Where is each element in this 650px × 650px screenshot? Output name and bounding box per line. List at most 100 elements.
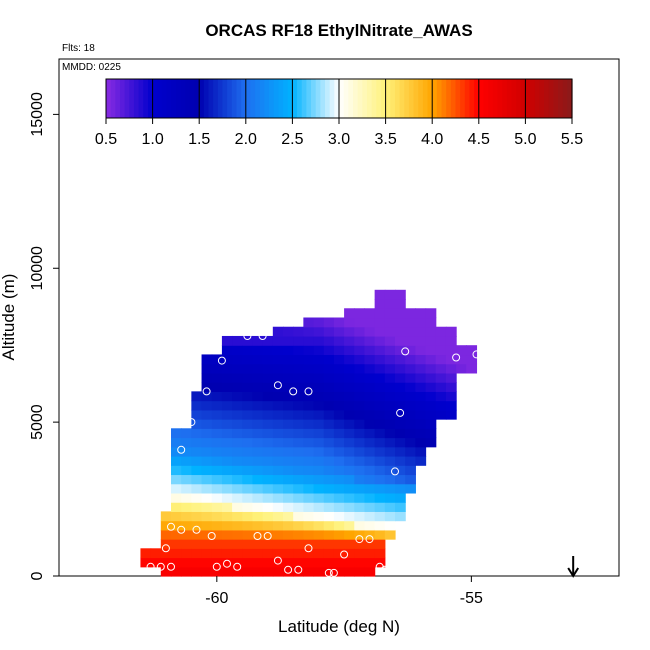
heatmap-cell xyxy=(313,335,325,346)
heatmap-cell xyxy=(211,548,223,559)
heatmap-cell xyxy=(415,400,427,411)
heatmap-cell xyxy=(242,483,254,494)
heatmap-cell xyxy=(191,409,203,420)
heatmap-cell xyxy=(242,372,254,383)
heatmap-cell xyxy=(415,409,427,420)
heatmap-cell xyxy=(232,437,243,448)
heatmap-cell xyxy=(323,483,335,494)
sample-point xyxy=(289,387,298,396)
heatmap-cell xyxy=(333,502,345,512)
heatmap-cell xyxy=(283,557,294,568)
heatmap-cell xyxy=(232,409,243,420)
heatmap-cell xyxy=(191,419,203,429)
heatmap-cell xyxy=(262,409,274,420)
heatmap-cell xyxy=(242,502,254,512)
heatmap-cell xyxy=(272,502,284,512)
heatmap-cell xyxy=(364,502,376,512)
heatmap-cell xyxy=(160,566,172,577)
heatmap-cell xyxy=(252,446,264,457)
heatmap-cell xyxy=(232,483,243,494)
heatmap-cell xyxy=(333,391,345,402)
heatmap-cell xyxy=(435,400,447,411)
heatmap-cell xyxy=(191,428,203,439)
heatmap-cell xyxy=(201,363,213,374)
heatmap-cell xyxy=(262,539,274,549)
heatmap-cell xyxy=(252,492,264,503)
heatmap-cell xyxy=(293,372,304,383)
heatmap-cell xyxy=(313,474,325,485)
heatmap-cell xyxy=(293,446,304,457)
heatmap-cell xyxy=(323,492,335,503)
sample-point xyxy=(396,408,405,417)
heatmap-cell xyxy=(354,363,366,374)
heatmap-cell xyxy=(232,520,243,531)
heatmap-cell xyxy=(425,437,437,448)
heatmap-cell xyxy=(313,345,325,356)
heatmap-cell xyxy=(221,437,233,448)
heatmap-cell xyxy=(293,539,304,549)
colorbar-segment xyxy=(567,79,573,118)
heatmap-cell xyxy=(313,539,325,549)
heatmap-cell xyxy=(354,400,366,411)
heatmap-cell xyxy=(323,566,335,577)
heatmap-cell xyxy=(333,520,345,531)
heatmap-cell xyxy=(395,437,406,448)
heatmap-cell xyxy=(313,363,325,374)
heatmap-cell xyxy=(262,382,274,392)
heatmap-cell xyxy=(283,419,294,429)
heatmap-cell xyxy=(262,345,274,356)
colorbar-segment xyxy=(292,79,298,118)
heatmap-cell xyxy=(252,483,264,494)
heatmap-cell xyxy=(252,391,264,402)
heatmap-cell xyxy=(374,557,386,568)
heatmap-cell xyxy=(191,465,203,476)
heatmap-cell xyxy=(211,409,223,420)
heatmap-cell xyxy=(344,400,355,411)
heatmap-cell xyxy=(293,354,304,365)
heatmap-cell xyxy=(364,391,376,402)
heatmap-cell xyxy=(181,428,192,439)
heatmap-cell xyxy=(221,557,233,568)
heatmap-cell xyxy=(323,409,335,420)
heatmap-cell xyxy=(344,391,355,402)
heatmap-cell xyxy=(374,317,386,328)
heatmap-cell xyxy=(425,363,437,374)
heatmap-cell xyxy=(323,455,335,466)
heatmap-cell xyxy=(303,428,315,439)
colorbar-segment xyxy=(460,79,466,118)
heatmap-cell xyxy=(384,483,396,494)
colorbar-segment xyxy=(455,79,461,118)
heatmap-cell xyxy=(354,539,366,549)
heatmap-cell xyxy=(221,465,233,476)
sample-point xyxy=(340,550,349,559)
heatmap-cell xyxy=(303,317,315,328)
heatmap-cell xyxy=(395,409,406,420)
heatmap-cell xyxy=(181,446,192,457)
sample-point xyxy=(472,350,481,359)
colorbar-segment xyxy=(161,79,168,118)
heatmap-cell xyxy=(374,345,386,356)
heatmap-cell xyxy=(211,363,223,374)
heatmap-cell xyxy=(395,345,406,356)
heatmap-cell xyxy=(303,446,315,457)
heatmap-cell xyxy=(303,335,315,346)
heatmap-cell xyxy=(313,428,325,439)
heatmap-cell xyxy=(445,354,457,365)
colorbar-segment xyxy=(264,79,270,118)
heatmap-cell xyxy=(374,326,386,337)
heatmap-cell xyxy=(191,511,203,522)
heatmap-cell xyxy=(364,446,376,457)
heatmap-cell xyxy=(232,557,243,568)
heatmap-cell xyxy=(364,455,376,466)
colorbar-segment xyxy=(124,79,130,118)
colorbar-segment xyxy=(329,79,335,118)
heatmap-cell xyxy=(374,419,386,429)
heatmap-cell xyxy=(395,299,406,309)
heatmap-cell xyxy=(425,326,437,337)
heatmap-cell xyxy=(344,455,355,466)
heatmap-cell xyxy=(323,511,335,522)
heatmap-cell xyxy=(232,455,243,466)
heatmap-cell xyxy=(354,502,366,512)
colorbar-segment xyxy=(129,79,135,118)
